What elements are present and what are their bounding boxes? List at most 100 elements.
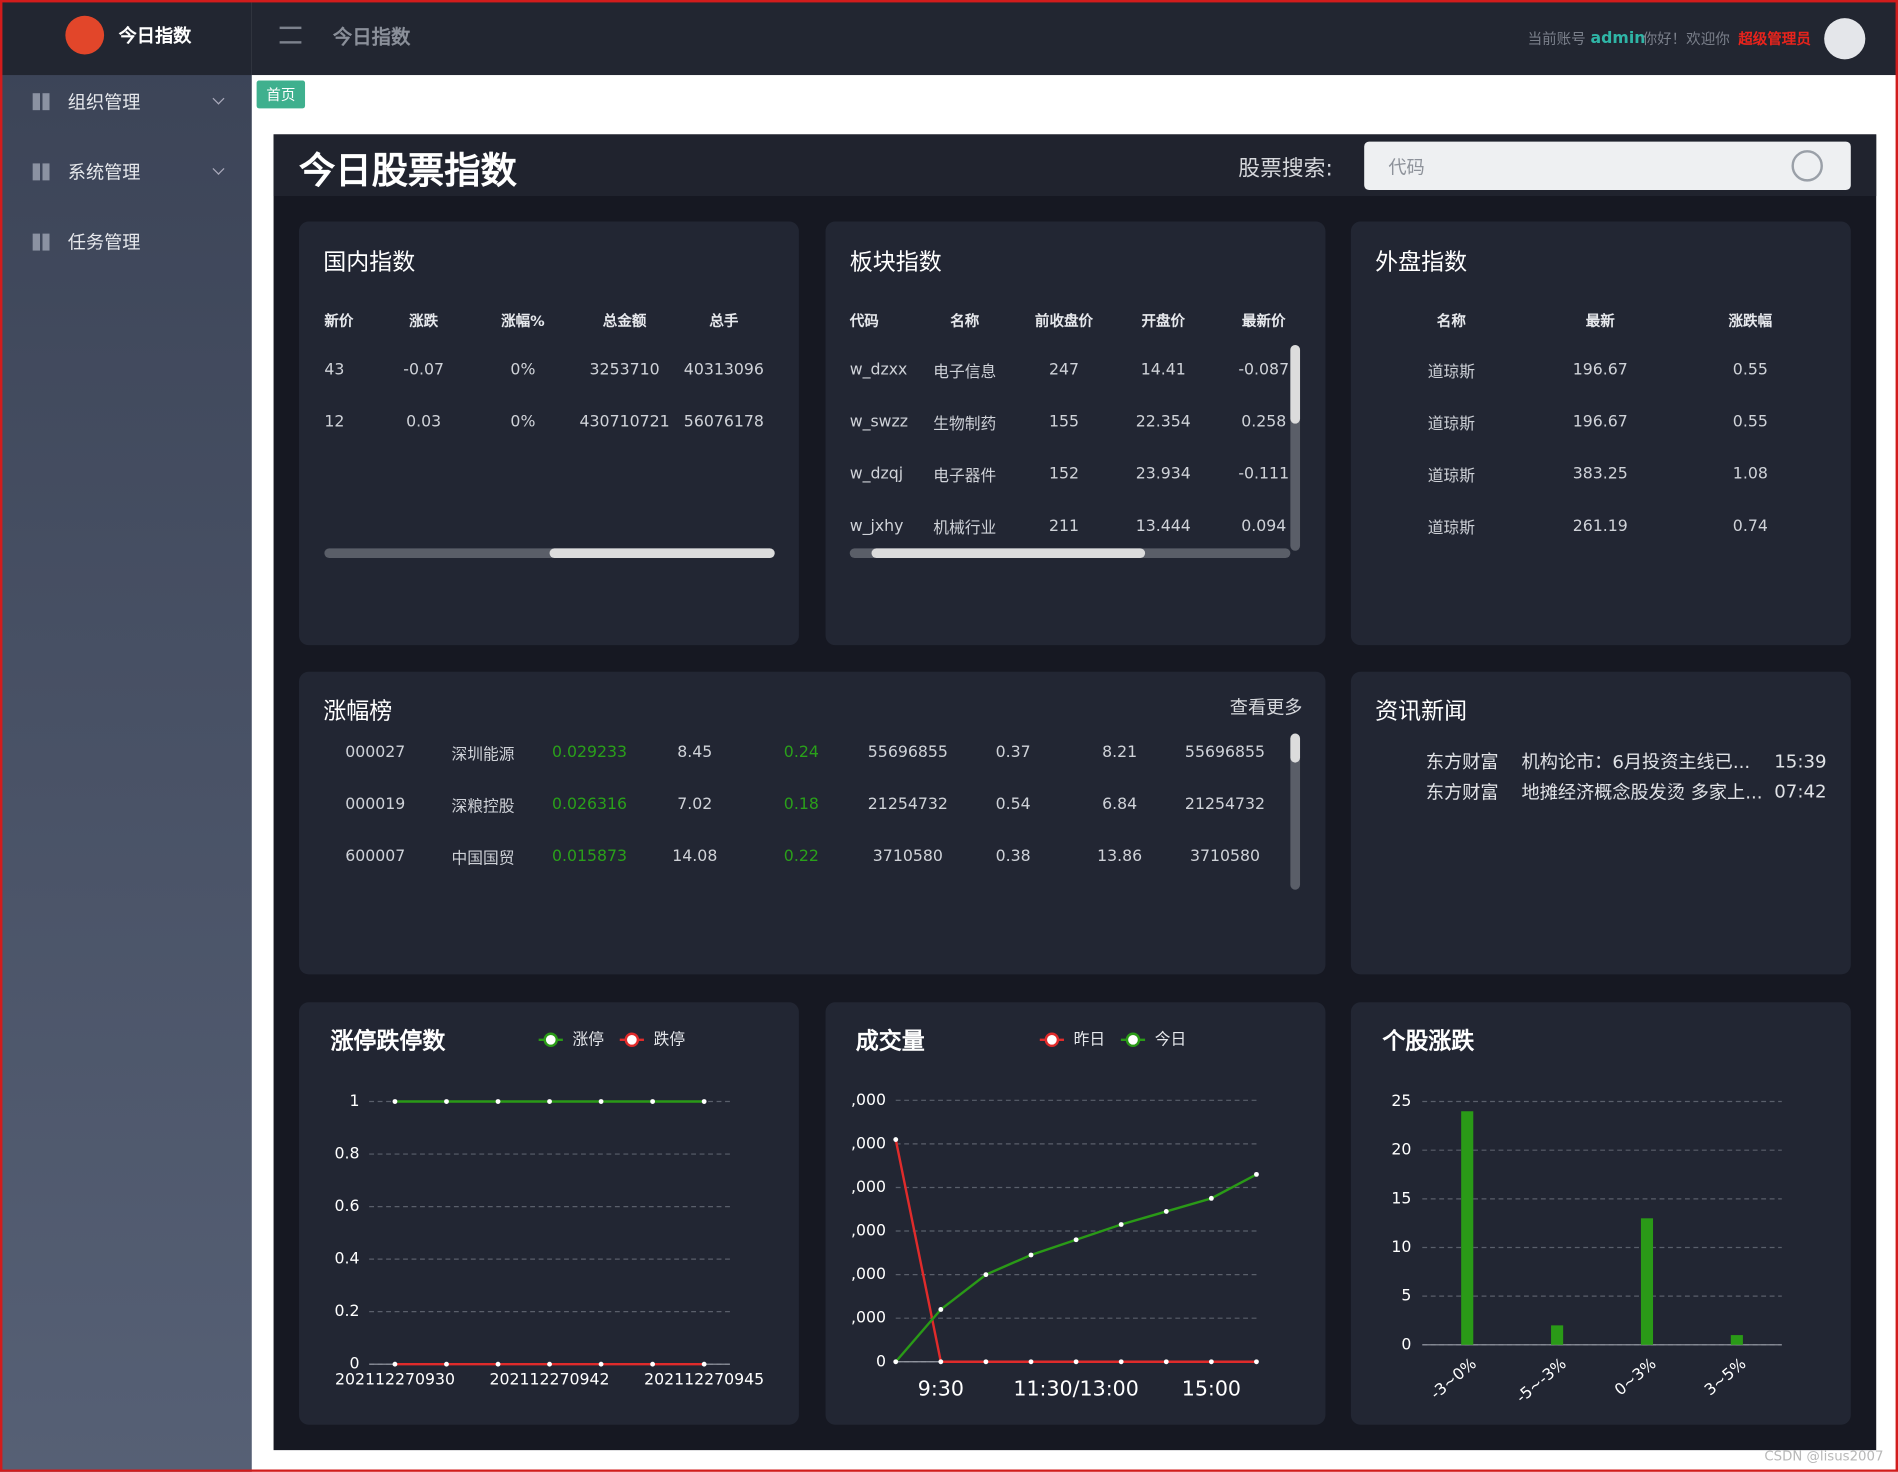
table-header: 涨跌 [409, 312, 439, 330]
table-cell: 55696855 [1184, 743, 1266, 762]
point [650, 1361, 656, 1367]
table-cell: 21254732 [1184, 795, 1266, 815]
chart-card [1350, 1002, 1851, 1425]
point [893, 1359, 899, 1365]
chart-title: 涨停跌停数 [330, 1028, 446, 1055]
table-cell: 0.258 [1241, 413, 1287, 432]
y-tick-label: 10 [1391, 1237, 1411, 1256]
y-tick-label: 40,000 [831, 1177, 886, 1196]
y-tick-label: 25 [1391, 1091, 1411, 1110]
table-header: 名称 [950, 312, 980, 330]
point [983, 1272, 989, 1278]
greeting: 你好！欢迎你 [1642, 30, 1730, 48]
menu-icon [32, 233, 50, 251]
table-cell: 中国国贸 [451, 850, 515, 869]
y-tick-label: 1 [349, 1091, 359, 1110]
card-title: 涨幅榜 [323, 697, 393, 725]
x-tick-label: 3~5% [1701, 1354, 1750, 1400]
sector-card [825, 221, 1326, 646]
table-cell: 3253710 [589, 361, 660, 380]
table-header: 涨幅% [501, 312, 545, 330]
legend-label: 昨日 [1074, 1029, 1105, 1048]
legend-label: 跌停 [654, 1029, 685, 1048]
bar [1640, 1218, 1654, 1345]
scroll-thumb[interactable] [1290, 344, 1301, 424]
menu-toggle[interactable] [279, 26, 302, 44]
scroll-track [1290, 344, 1301, 551]
x-tick-label: 11:30/13:00 [1013, 1377, 1138, 1401]
scroll-thumb[interactable] [871, 548, 1146, 559]
y-tick-label: 0 [1401, 1334, 1411, 1353]
table-cell: 0% [510, 361, 536, 380]
point [444, 1361, 449, 1367]
news-title[interactable]: 地摊经济概念股发烫 多家上... [1521, 781, 1763, 804]
scroll-track [1290, 733, 1301, 890]
point [1254, 1359, 1259, 1365]
avatar[interactable] [1824, 18, 1866, 60]
foreign-card [1350, 221, 1851, 646]
point [1028, 1359, 1034, 1365]
x-tick-label: 202112270945 [644, 1369, 764, 1388]
table-cell: 0% [510, 413, 536, 432]
scroll-thumb[interactable] [1290, 733, 1301, 763]
point [1208, 1195, 1214, 1201]
tab[interactable]: 首页 [256, 80, 306, 109]
search-box[interactable] [1364, 141, 1851, 191]
chart-title: 个股涨跌 [1382, 1029, 1474, 1055]
table-cell: 383.25 [1572, 465, 1628, 484]
table-header: 名称 [1436, 312, 1466, 330]
table-cell: 8.21 [1102, 743, 1138, 762]
y-tick-label: 20 [1391, 1140, 1411, 1159]
sidebar-logo-area [0, 0, 252, 76]
search-placeholder[interactable]: 代码 [1388, 156, 1425, 179]
point [938, 1359, 944, 1365]
table-cell: 0.18 [783, 795, 819, 815]
table-cell: 0.74 [1732, 517, 1768, 536]
table-cell: 0.03 [406, 413, 442, 432]
table-cell: 0.54 [995, 795, 1031, 815]
point [392, 1099, 398, 1104]
more-link[interactable]: 查看更多 [1229, 696, 1303, 719]
table-cell: 0.22 [783, 847, 819, 867]
table-cell: 247 [1048, 361, 1080, 380]
table-cell: 14.08 [672, 847, 718, 867]
table-cell: 0.026316 [551, 795, 628, 815]
table-cell: 生物制药 [933, 415, 997, 434]
table-cell: 1.08 [1732, 465, 1768, 484]
table-cell: 电子信息 [933, 363, 997, 382]
search-icon[interactable] [1791, 150, 1823, 182]
point [598, 1361, 604, 1367]
point [547, 1361, 552, 1367]
x-tick-label: 9:30 [918, 1377, 964, 1401]
x-tick-label: 202112270930 [335, 1369, 455, 1388]
point [701, 1099, 707, 1104]
table-cell: w_dzqj [849, 465, 904, 484]
series-line [894, 1173, 1258, 1363]
point [495, 1099, 501, 1104]
news-title[interactable]: 机构论市：6月投资主线已... [1521, 751, 1751, 773]
table-cell: 40313096 [683, 361, 764, 380]
table-cell: 道琼斯 [1427, 415, 1475, 434]
menu-item[interactable]: 组织管理 [67, 91, 141, 114]
table-header: 代码 [849, 312, 879, 330]
table-cell: 155 [1048, 413, 1080, 432]
y-tick-label: 10,000 [831, 1308, 886, 1327]
scroll-thumb[interactable] [549, 548, 775, 559]
menu-item[interactable]: 任务管理 [67, 231, 141, 254]
legend-label: 涨停 [573, 1029, 604, 1048]
legend-icon [1125, 1032, 1141, 1048]
point [1254, 1171, 1259, 1177]
table-cell: 0.55 [1732, 413, 1768, 432]
logo-text: 今日指数 [118, 24, 192, 47]
menu-item[interactable]: 系统管理 [67, 161, 141, 184]
table-cell: 0.38 [995, 847, 1031, 867]
x-tick-label: 15:00 [1182, 1377, 1241, 1401]
point [1208, 1359, 1214, 1365]
point [938, 1307, 944, 1312]
watermark: CSDN @lisus2007 [1764, 1448, 1884, 1465]
table-header: 新价 [324, 312, 354, 330]
point [392, 1361, 398, 1367]
card-title: 国内指数 [323, 248, 416, 276]
